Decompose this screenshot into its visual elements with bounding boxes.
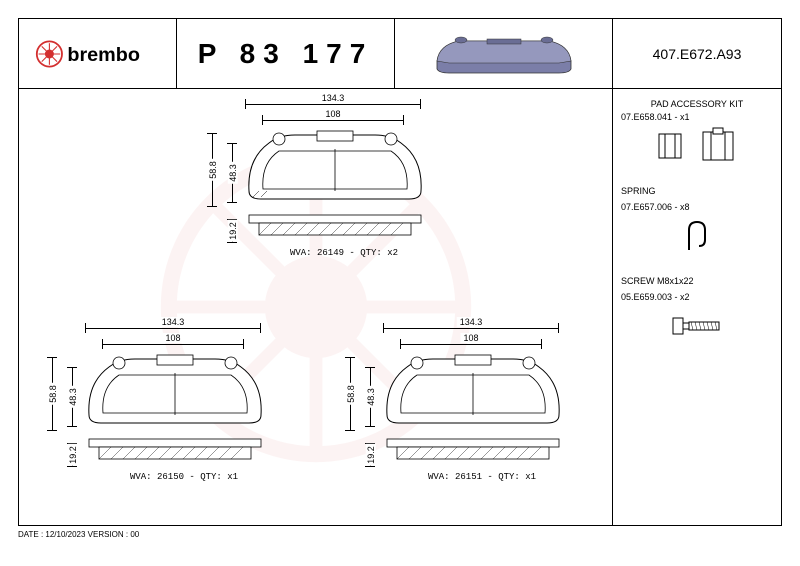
dim-value: 19.2: [366, 444, 376, 466]
pad-side-view: [245, 213, 459, 244]
pad-front-view: [245, 129, 459, 207]
dim-width-inner: 108: [102, 337, 244, 351]
logo-cell: brembo: [19, 19, 177, 88]
accessory-screw: SCREW M8x1x22 05.E659.003 - x2: [621, 276, 773, 344]
dim-value: 108: [460, 333, 481, 343]
accessory-code: 05.E659.003 - x2: [621, 292, 773, 302]
brembo-logo: brembo: [33, 36, 163, 72]
pad-front-view: [383, 353, 597, 431]
main-area: 134.3 108 58.8 48.3: [19, 89, 613, 525]
header-row: brembo P 83 177 407.E672.A93: [19, 19, 781, 89]
dim-value: 58.8: [208, 159, 218, 181]
accessory-code: 07.E657.006 - x8: [621, 202, 773, 212]
dim-width-inner: 108: [262, 113, 404, 127]
drawing-code: 407.E672.A93: [653, 46, 742, 62]
dim-value: 19.2: [228, 220, 238, 242]
dim-width-inner: 108: [400, 337, 542, 351]
render-cell: [395, 19, 613, 88]
dim-height-outer: 58.8: [205, 133, 219, 207]
accessory-title: SCREW M8x1x22: [621, 276, 773, 286]
footer-text: DATE : 12/10/2023 VERSION : 00: [18, 530, 139, 539]
dim-thickness: 19.2: [65, 443, 79, 467]
dim-value: 58.8: [48, 383, 58, 405]
dim-height-outer: 58.8: [45, 357, 59, 431]
dim-value: 134.3: [159, 317, 188, 327]
pad-bottom-right: 134.3 108 58.8 48.3: [327, 321, 597, 482]
dim-value: 48.3: [228, 162, 238, 184]
kit-icon: [621, 128, 773, 164]
body: 134.3 108 58.8 48.3: [19, 89, 781, 525]
dim-value: 48.3: [68, 386, 78, 408]
pad-caption: WVA: 26151 - QTY: x1: [367, 472, 597, 482]
dim-value: 108: [162, 333, 183, 343]
accessory-spring: SPRING 07.E657.006 - x8: [621, 186, 773, 254]
dim-value: 108: [322, 109, 343, 119]
logo-text: brembo: [67, 44, 140, 66]
dim-height-inner: 48.3: [363, 367, 377, 427]
drawing-frame: brembo P 83 177 407.E672.A93: [18, 18, 782, 526]
pad-bottom-left: 134.3 108 58.8 48.3: [29, 321, 299, 482]
pad-top: 134.3 108 58.8 48.3: [189, 97, 459, 258]
dim-value: 48.3: [366, 386, 376, 408]
accessory-code: 07.E658.041 - x1: [621, 112, 773, 122]
pad-caption: WVA: 26149 - QTY: x2: [229, 248, 459, 258]
screw-icon: [621, 308, 773, 344]
spring-icon: [621, 218, 773, 254]
dim-value: 19.2: [68, 444, 78, 466]
dim-value: 134.3: [457, 317, 486, 327]
dim-height-inner: 48.3: [65, 367, 79, 427]
accessory-title: SPRING: [621, 186, 773, 196]
dim-value: 58.8: [346, 383, 356, 405]
part-number-cell: P 83 177: [177, 19, 395, 88]
pad-front-view: [85, 353, 299, 431]
dim-thickness: 19.2: [225, 219, 239, 243]
accessory-kit: PAD ACCESSORY KIT 07.E658.041 - x1: [621, 99, 773, 164]
dim-thickness: 19.2: [363, 443, 377, 467]
pad-caption: WVA: 26150 - QTY: x1: [69, 472, 299, 482]
pad-side-view: [383, 437, 597, 468]
dim-height-inner: 48.3: [225, 143, 239, 203]
dim-height-outer: 58.8: [343, 357, 357, 431]
dim-value: 134.3: [319, 93, 348, 103]
part-number: P 83 177: [198, 38, 374, 70]
pad-3d-render: [419, 27, 589, 81]
pad-side-view: [85, 437, 299, 468]
accessories-panel: PAD ACCESSORY KIT 07.E658.041 - x1: [613, 89, 781, 525]
code-cell: 407.E672.A93: [613, 19, 781, 88]
accessory-title: PAD ACCESSORY KIT: [621, 99, 773, 109]
